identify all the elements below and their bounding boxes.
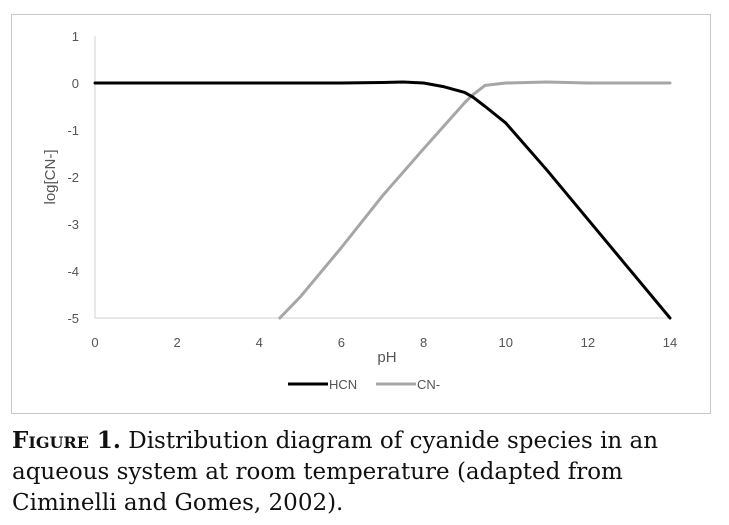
caption-label: Figure 1. <box>12 427 121 454</box>
series-line-cn <box>278 80 672 320</box>
y-tick-label: 0 <box>72 76 79 91</box>
legend: HCN CN- <box>288 377 440 392</box>
chart-frame <box>11 14 711 414</box>
legend-label-hcn: HCN <box>329 377 357 392</box>
x-tick-label: 2 <box>174 335 181 350</box>
caption-text: Distribution diagram of cyanide species … <box>12 428 659 516</box>
x-tick-label: 14 <box>663 335 677 350</box>
series-line-hcn <box>93 80 672 320</box>
y-tick-label: -1 <box>67 123 79 138</box>
x-tick-label: 8 <box>420 335 427 350</box>
y-axis-title: log[CN-] <box>42 149 59 204</box>
legend-label-cn: CN- <box>417 377 440 392</box>
x-tick-label: 12 <box>581 335 595 350</box>
y-tick-labels: 1 0 -1 -2 -3 -4 -5 <box>67 29 79 326</box>
y-tick-label: 1 <box>72 29 79 44</box>
y-tick-label: -4 <box>67 264 79 279</box>
y-tick-label: -3 <box>67 217 79 232</box>
x-tick-label: 4 <box>256 335 263 350</box>
x-tick-label: 0 <box>91 335 98 350</box>
x-tick-label: 10 <box>498 335 512 350</box>
y-tick-label: -2 <box>67 170 79 185</box>
series-lines <box>93 80 672 320</box>
x-tick-labels: 0 2 4 6 8 10 12 14 <box>91 335 677 350</box>
y-tick-label: -5 <box>67 311 79 326</box>
figure-caption: Figure 1. Distribution diagram of cyanid… <box>12 425 717 519</box>
chart: 10-1-2-3-4-5 0 2 4 6 8 10 12 14 pH log[CN-] HCN… <box>42 29 677 392</box>
x-tick-label: 6 <box>338 335 345 350</box>
axes <box>94 36 670 319</box>
x-axis-title: pH <box>377 349 396 366</box>
